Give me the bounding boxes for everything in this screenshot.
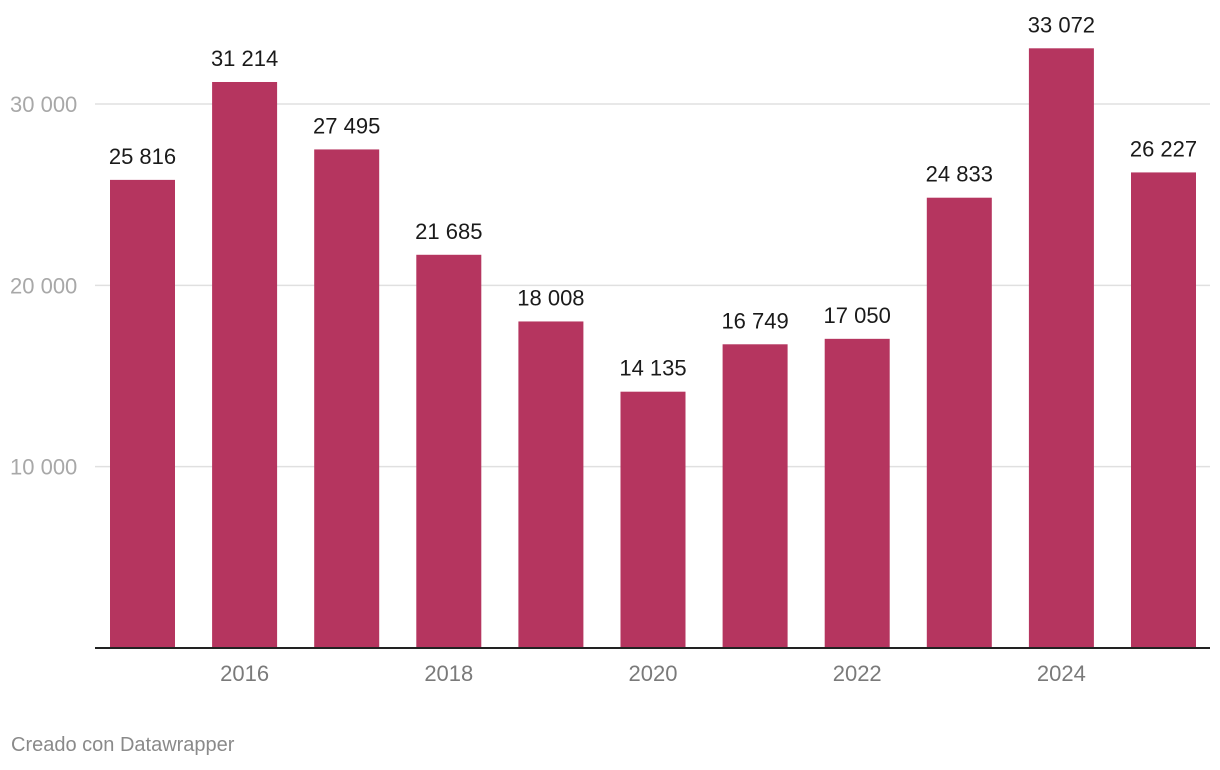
bar [1131,172,1196,648]
x-tick-label: 2018 [424,661,473,686]
data-labels: 25 816 31 214 27 495 21 685 18 008 14 135 16 7… [109,12,1197,380]
data-label: 26 227 [1130,136,1197,161]
y-tick-label: 10 000 [10,455,77,480]
data-label: 18 008 [517,285,584,310]
bar [212,81,278,649]
data-label: 27 495 [313,113,380,138]
bar [722,344,788,648]
credit-text: Creado con Datawrapper [11,734,235,756]
data-label: 14 135 [619,356,686,381]
bar [620,391,686,648]
data-label: 25 816 [109,144,176,169]
data-label: 31 214 [211,46,278,71]
data-label: 24 833 [926,162,993,187]
x-tick-label: 2024 [1037,661,1086,686]
bar [314,149,380,648]
data-label: 17 050 [824,303,891,328]
data-label: 21 685 [415,219,482,244]
bar [1028,48,1094,649]
bars [110,48,1196,649]
axes: 10 000 20 000 30 000 2016 2018 2020 2022 2024 [10,92,1210,686]
data-label: 16 749 [721,308,788,333]
x-tick-label: 2022 [833,661,882,686]
bar [518,321,584,648]
bar [926,197,992,648]
x-tick-label: 2016 [220,661,269,686]
x-tick-label: 2020 [629,661,678,686]
y-tick-label: 30 000 [10,92,77,117]
bar [416,254,482,648]
y-tick-label: 20 000 [10,273,77,298]
bar [110,179,175,648]
bar [824,338,890,648]
data-label: 33 072 [1028,12,1095,37]
